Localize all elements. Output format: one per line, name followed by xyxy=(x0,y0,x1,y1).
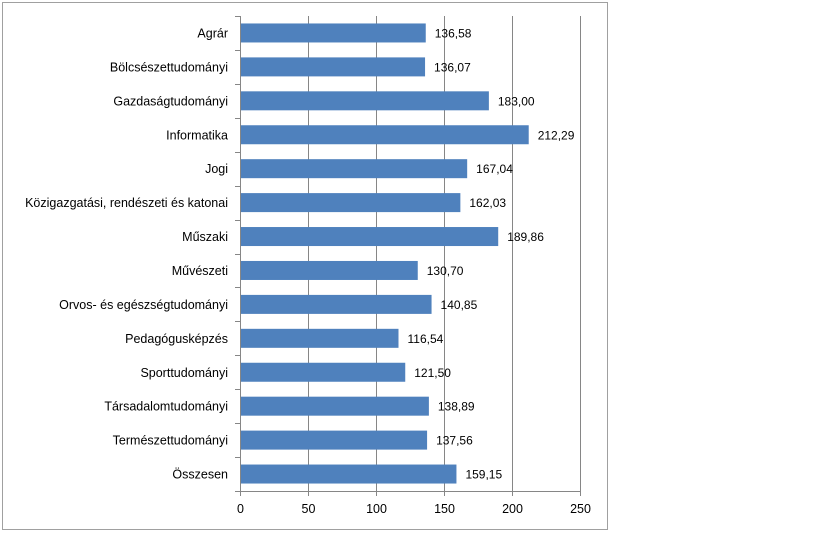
category-label: Orvos- és egészségtudományi xyxy=(59,298,228,312)
bar xyxy=(241,464,457,484)
data-label: 137,56 xyxy=(436,434,473,448)
bar xyxy=(241,57,426,77)
category-label: Társadalomtudományi xyxy=(104,400,228,414)
data-label: 121,50 xyxy=(414,366,451,380)
bar xyxy=(241,193,461,213)
bar xyxy=(241,260,418,280)
category-label: Sporttudományi xyxy=(140,366,228,380)
bar xyxy=(241,227,499,247)
category-label: Agrár xyxy=(197,26,228,40)
bar xyxy=(241,362,406,382)
data-label: 212,29 xyxy=(538,128,575,142)
x-tick-label: 50 xyxy=(302,502,316,516)
bar xyxy=(241,396,429,416)
labels: 0 50 100 150 200 250 136,58 Agrár 136,07 Bölcsész… xyxy=(25,26,591,516)
bars xyxy=(241,23,529,484)
data-label: 162,03 xyxy=(469,196,506,210)
bar xyxy=(241,23,426,43)
category-label: Informatika xyxy=(166,128,228,142)
bar xyxy=(241,328,399,348)
category-label: Bölcsészettudományi xyxy=(110,60,228,74)
x-tick-label: 250 xyxy=(570,502,591,516)
data-label: 116,54 xyxy=(407,332,443,346)
data-label: 159,15 xyxy=(465,468,502,482)
category-label: Pedagógusképzés xyxy=(125,332,228,346)
category-label: Összesen xyxy=(172,468,228,482)
x-tick-label: 200 xyxy=(502,502,523,516)
category-label: Közigazgatási, rendészeti és katonai xyxy=(25,196,228,210)
bar xyxy=(241,91,489,111)
bar xyxy=(241,125,529,145)
gridlines xyxy=(308,16,581,491)
data-label: 183,00 xyxy=(498,94,535,108)
category-label: Jogi xyxy=(205,162,228,176)
axes xyxy=(235,16,581,496)
category-label: Természettudományi xyxy=(113,434,228,448)
data-label: 167,04 xyxy=(476,162,513,176)
data-label: 140,85 xyxy=(441,298,478,312)
category-label: Gazdaságtudományi xyxy=(113,94,228,108)
x-tick-label: 0 xyxy=(237,502,244,516)
data-label: 136,07 xyxy=(434,60,471,74)
data-label: 138,89 xyxy=(438,400,475,414)
x-tick-label: 100 xyxy=(366,502,387,516)
bar xyxy=(241,294,432,314)
data-label: 136,58 xyxy=(435,26,472,40)
data-label: 189,86 xyxy=(507,230,544,244)
category-label: Műszaki xyxy=(182,230,228,244)
bar xyxy=(241,159,468,179)
bar xyxy=(241,430,428,450)
data-label: 130,70 xyxy=(427,264,464,278)
category-label: Művészeti xyxy=(172,264,228,278)
x-tick-label: 150 xyxy=(434,502,455,516)
